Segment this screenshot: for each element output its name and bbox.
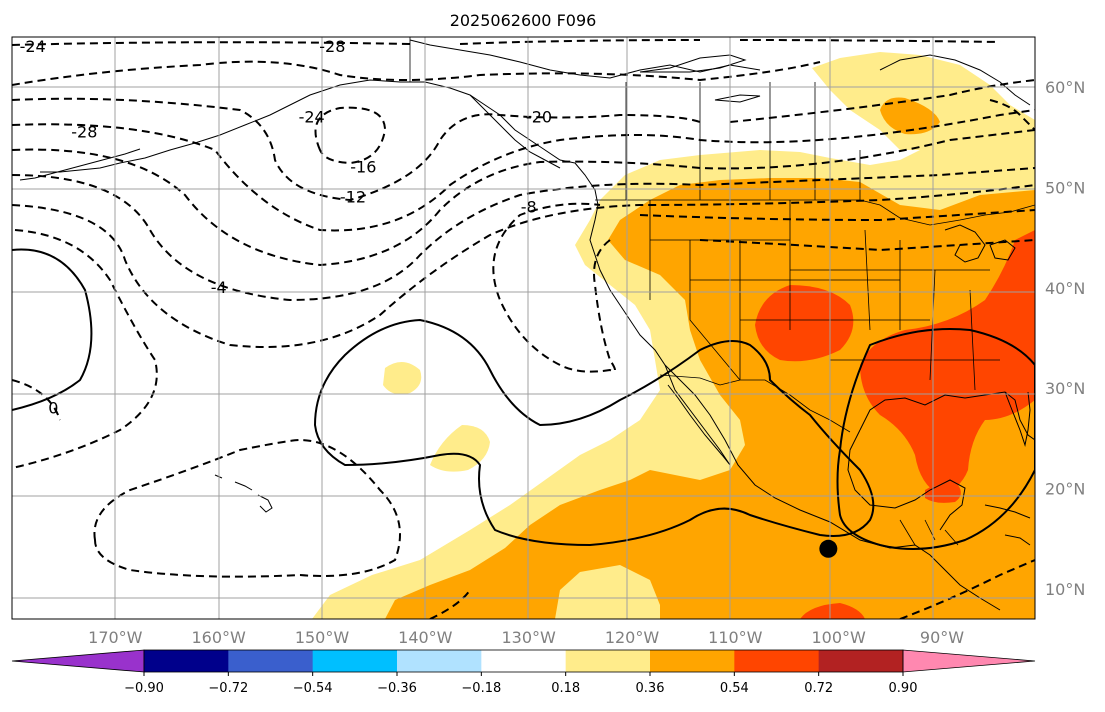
florida [1004, 391, 1031, 447]
contour-label: -16 [350, 157, 376, 176]
colorbar-segment [397, 650, 482, 672]
contour-minus-20-south [12, 109, 1035, 232]
us-mexico-border [659, 374, 851, 433]
lat-tick-label: 50°N [1045, 179, 1085, 198]
white-gap-sw [555, 565, 660, 619]
great-lakes [944, 224, 1016, 263]
contour-minus-28-north [12, 39, 1001, 46]
alaska-panhandle [469, 94, 561, 169]
colorbar-outline [143, 649, 904, 673]
colorbar-tick-labels: −0.90 −0.72 −0.54 −0.36 −0.18 0.18 0.36 0.54 0.7… [124, 672, 917, 696]
map-panel[interactable]: -24 -28 -28 -24 -20 -16 -12 -8 -4 0 [12, 37, 1035, 619]
lat-tick-label: 40°N [1045, 279, 1085, 298]
colorbar-segments [11, 649, 1036, 673]
contour-minus-20 [729, 79, 1035, 123]
yucatan-coast [847, 429, 966, 531]
lon-tick-label: 90°W [920, 628, 964, 647]
colorbar-tick-label: 0.54 [720, 681, 749, 696]
contour-minus-12 [12, 167, 1035, 302]
contour-ne-loop [989, 99, 1035, 131]
contour-minus-4-south [93, 438, 401, 578]
contour-zero-east [836, 328, 1035, 550]
arctic-coast [409, 39, 761, 79]
contour-label: -24 [299, 107, 325, 126]
colorbar-segment [312, 650, 398, 672]
colorbar-tick-label: −0.90 [124, 681, 164, 696]
colorbar-segment [144, 650, 229, 672]
lon-tick-label: 160°W [191, 628, 246, 647]
lon-tick-label: 130°W [501, 628, 556, 647]
lon-tick-label: 100°W [811, 628, 866, 647]
contour-sw-edge [429, 589, 471, 619]
colorbar-tick-label: −0.54 [293, 681, 333, 696]
colorbar-extend-low [11, 649, 145, 673]
lon-tick-label: 150°W [295, 628, 350, 647]
contour-minus-24 [12, 97, 701, 202]
contour-minus-8 [12, 184, 1035, 348]
map-title: 2025062600 F096 [450, 11, 597, 30]
colorbar-tick-label: 0.36 [636, 681, 665, 696]
yellow-shading-island-1 [383, 361, 422, 395]
contour-label: -28 [71, 122, 97, 141]
colorbar-tick-label: −0.18 [461, 681, 501, 696]
colorbar: −0.90 −0.72 −0.54 −0.36 −0.18 0.18 0.36 0.54 0.7… [11, 649, 1036, 696]
gulf-of-mexico-coast [859, 391, 1035, 441]
lon-tick-label: 170°W [88, 628, 143, 647]
latitude-labels: 60°N 50°N 40°N 30°N 20°N 10°N [1045, 78, 1085, 599]
colorbar-tick-label: 0.72 [804, 681, 833, 696]
lon-tick-label: 120°W [605, 628, 660, 647]
contour-minus-4-southwest [12, 379, 61, 421]
red-shading-southeast-us [860, 230, 1035, 495]
colorbar-tick-label: −0.72 [208, 681, 248, 696]
colorbar-segment [481, 650, 567, 672]
dashed-contours [12, 39, 1035, 619]
colorbar-tick-label: 0.18 [551, 681, 580, 696]
location-marker [819, 539, 838, 558]
lat-tick-label: 60°N [1045, 78, 1085, 97]
red-shading-south [800, 603, 865, 619]
contour-label: -4 [211, 278, 227, 297]
lon-tick-label: 110°W [708, 628, 763, 647]
contour-label: -8 [521, 198, 537, 217]
map-frame [11, 36, 1036, 620]
lat-tick-label: 20°N [1045, 480, 1085, 499]
orange-shading-north [880, 97, 940, 135]
lat-tick-label: 30°N [1045, 379, 1085, 398]
colorbar-extend-high [902, 649, 1036, 673]
colorbar-segment [228, 650, 314, 672]
contour-zero-west [12, 248, 93, 411]
lon-tick-label: 140°W [398, 628, 453, 647]
contour-se [899, 559, 1035, 619]
canada-north-islands [639, 54, 761, 103]
contour-minus-16 [12, 129, 1035, 267]
contour-label: -24 [20, 37, 46, 56]
colorbar-segment [818, 650, 904, 672]
coastlines [19, 39, 1035, 611]
contour-label: -12 [340, 188, 366, 207]
contour-minus-8c [699, 239, 1035, 252]
contour-minus-4-east [492, 202, 616, 373]
colorbar-segment [734, 650, 820, 672]
longitude-labels: 170°W 160°W 150°W 140°W 130°W 120°W 110°W 100°W… [88, 628, 964, 647]
colorbar-tick-label: −0.36 [377, 681, 417, 696]
contour-label: -20 [526, 107, 552, 126]
gridlines [12, 37, 1035, 619]
red-shading-southwest-us [755, 285, 854, 362]
contour-label: -28 [319, 37, 345, 56]
contour-label: 0 [48, 398, 58, 417]
lat-tick-label: 10°N [1045, 580, 1085, 599]
hudson-bay [879, 54, 1031, 106]
colorbar-segment [650, 650, 735, 672]
north-america-west-coast [40, 79, 576, 173]
colorbar-segment [565, 650, 651, 672]
contour-minus-8b [639, 209, 1035, 222]
colorbar-tick-label: 0.90 [889, 681, 918, 696]
contour-labels: -24 -28 -28 -24 -20 -16 -12 -8 -4 0 [20, 37, 552, 417]
